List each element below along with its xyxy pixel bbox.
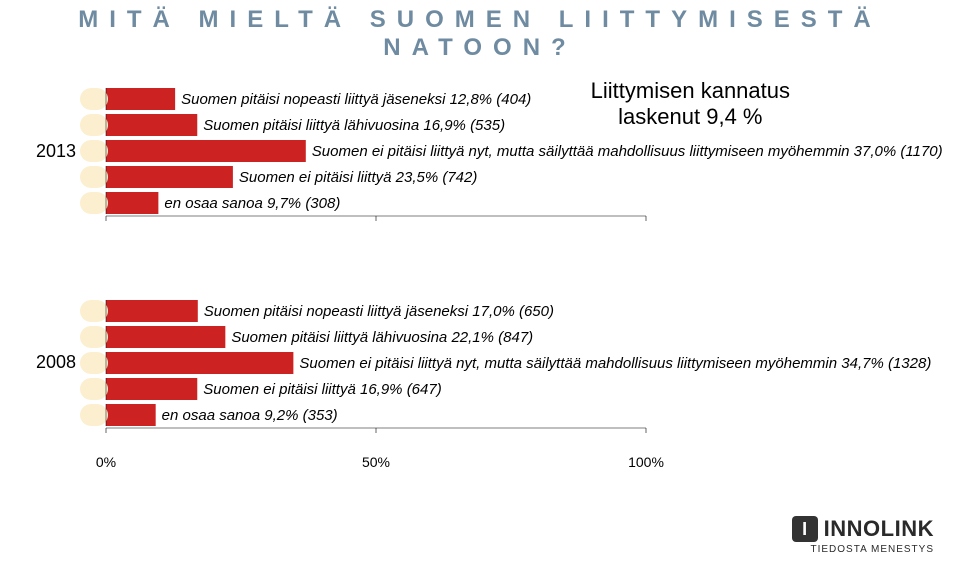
svg-text:Suomen ei pitäisi liittyä nyt,: Suomen ei pitäisi liittyä nyt, mutta säi… — [299, 355, 931, 372]
svg-text:Suomen ei pitäisi liittyä 23,5: Suomen ei pitäisi liittyä 23,5% (742) — [239, 169, 477, 186]
svg-text:Suomen pitäisi liittyä lähivuo: Suomen pitäisi liittyä lähivuosina 16,9%… — [203, 117, 505, 134]
svg-text:Suomen ei pitäisi liittyä nyt,: Suomen ei pitäisi liittyä nyt, mutta säi… — [312, 143, 943, 160]
svg-text:Suomen pitäisi nopeasti liitty: Suomen pitäisi nopeasti liittyä jäseneks… — [181, 91, 531, 108]
bar-group-2008: Suomen pitäisi nopeasti liittyä jäseneks… — [80, 300, 960, 444]
brand-name: INNOLINK — [824, 516, 934, 542]
logo-icon: I — [792, 516, 818, 542]
svg-text:Suomen pitäisi nopeasti liitty: Suomen pitäisi nopeasti liittyä jäseneks… — [204, 303, 554, 320]
svg-text:en osaa sanoa 9,2% (353): en osaa sanoa 9,2% (353) — [162, 407, 338, 424]
bar-group-2013: Suomen pitäisi nopeasti liittyä jäseneks… — [80, 88, 960, 232]
x-tick-label: 50% — [362, 454, 390, 470]
x-tick-label: 100% — [628, 454, 664, 470]
x-tick-label: 0% — [96, 454, 116, 470]
footer-logo: I INNOLINK TIEDOSTA MENESTYS — [792, 516, 934, 555]
svg-text:Suomen pitäisi liittyä lähivuo: Suomen pitäisi liittyä lähivuosina 22,1%… — [231, 329, 533, 346]
logo-letter: I — [802, 520, 807, 538]
svg-text:en osaa sanoa 9,7% (308): en osaa sanoa 9,7% (308) — [164, 195, 340, 212]
page-title: MITÄ MIELTÄ SUOMEN LIITTYMISESTÄ NATOON? — [0, 6, 960, 62]
brand-tagline: TIEDOSTA MENESTYS — [792, 544, 934, 555]
year-label-2013: 2013 — [36, 141, 80, 162]
x-axis: 0%50%100% — [80, 454, 640, 472]
svg-text:Suomen ei pitäisi liittyä 16,9: Suomen ei pitäisi liittyä 16,9% (647) — [203, 381, 441, 398]
year-label-2008: 2008 — [36, 352, 80, 373]
